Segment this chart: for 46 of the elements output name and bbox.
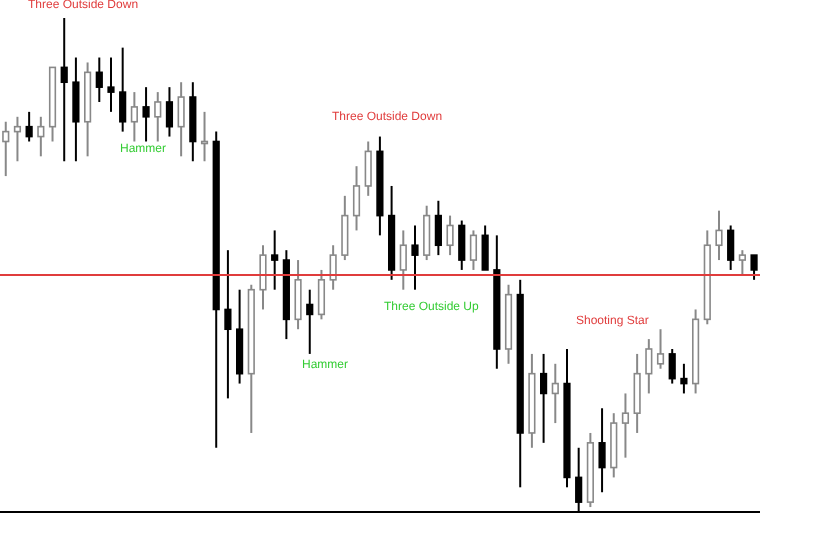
candlestick — [715, 209, 723, 262]
candlestick — [656, 328, 665, 370]
candlestick — [306, 288, 314, 355]
candlestick — [317, 268, 326, 321]
candlestick — [37, 115, 45, 158]
candlestick — [271, 229, 279, 291]
candlestick — [446, 214, 454, 257]
candlestick — [13, 115, 22, 163]
candlestick — [645, 338, 653, 395]
candlestick — [165, 86, 174, 138]
candlestick — [633, 352, 641, 434]
candlestick — [727, 224, 735, 271]
candlestick — [107, 56, 115, 113]
candlestick — [224, 249, 232, 400]
candlestick — [352, 165, 361, 232]
candlestick — [142, 86, 150, 143]
candlestick — [621, 392, 630, 459]
candlestick — [177, 81, 185, 158]
candlestick — [72, 56, 80, 163]
candlestick — [399, 229, 407, 291]
candlestick — [259, 244, 267, 311]
candlestick — [341, 194, 349, 262]
candlestick — [668, 347, 676, 385]
candlestick — [598, 407, 606, 494]
candlestick — [750, 254, 758, 281]
candlestick — [119, 46, 127, 133]
candlestick — [364, 140, 372, 197]
candlestick — [680, 362, 688, 395]
candlestick — [95, 56, 103, 103]
candlestick — [294, 259, 302, 331]
candlestick — [738, 249, 746, 276]
candlestick — [329, 244, 337, 291]
candlestick — [411, 224, 419, 291]
candlestick — [458, 219, 466, 271]
candlestick — [189, 81, 197, 163]
candlestick — [236, 288, 244, 385]
candlestick — [60, 18, 68, 163]
candlestick — [481, 224, 489, 271]
candlestick — [434, 199, 442, 257]
candlestick — [610, 412, 618, 479]
candlestick — [423, 204, 431, 262]
candlestick — [25, 110, 33, 143]
candlestick — [469, 229, 478, 271]
candlestick — [551, 362, 559, 425]
candlestick — [540, 352, 548, 444]
candlestick — [200, 110, 209, 163]
